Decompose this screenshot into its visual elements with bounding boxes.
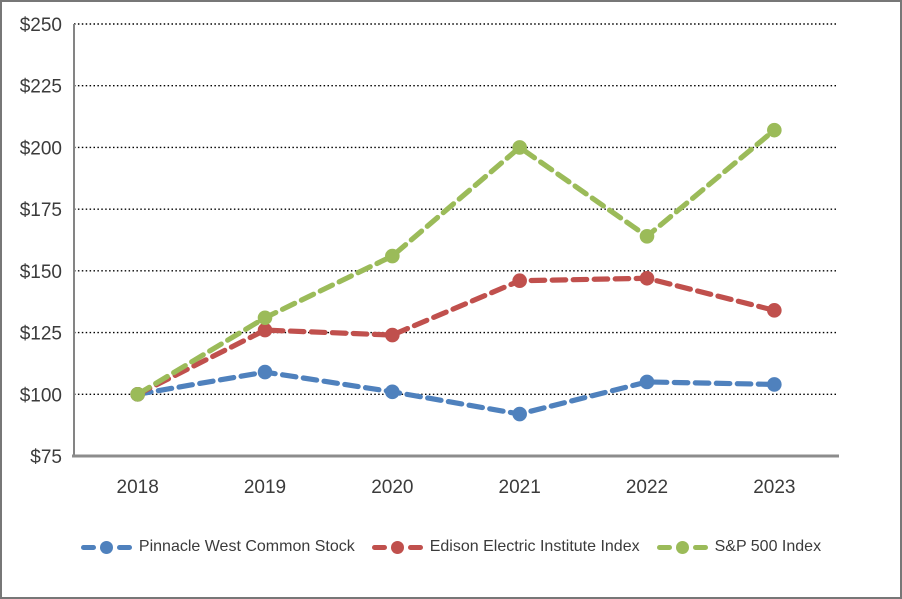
y-tick-label: $225 — [20, 77, 62, 98]
legend-label: S&P 500 Index — [714, 538, 822, 555]
x-tick-label: 2021 — [499, 477, 541, 498]
series-line-2 — [135, 127, 777, 397]
y-tick-label: $100 — [20, 385, 62, 406]
y-tick-label: $75 — [30, 447, 62, 468]
data-point-marker — [385, 248, 400, 264]
x-tick-label: 2018 — [117, 477, 159, 498]
legend-item: Edison Electric Institute Index — [371, 538, 640, 556]
legend-marker-icon — [371, 540, 423, 554]
data-point-marker — [385, 384, 400, 400]
data-point-marker — [512, 273, 527, 289]
data-point-marker — [767, 303, 782, 318]
data-point-marker — [512, 140, 527, 155]
series-line-1 — [135, 275, 777, 397]
legend-item: Pinnacle West Common Stock — [80, 538, 355, 556]
y-tick-label: $250 — [20, 15, 62, 36]
data-point-marker — [767, 122, 782, 138]
data-point-marker — [130, 386, 145, 402]
legend-label: Edison Electric Institute Index — [429, 538, 640, 555]
chart-legend: Pinnacle West Common Stock Edison Electri… — [2, 538, 900, 556]
legend-item: S&P 500 Index — [656, 538, 822, 556]
legend-marker-icon — [656, 540, 708, 554]
y-tick-label: $150 — [20, 262, 62, 283]
y-tick-label: $125 — [20, 324, 62, 345]
legend-marker-icon — [80, 540, 132, 554]
data-point-marker — [257, 322, 273, 338]
x-tick-label: 2020 — [371, 477, 413, 498]
x-tick-label: 2022 — [626, 477, 668, 498]
legend-label: Pinnacle West Common Stock — [138, 538, 355, 555]
x-tick-label: 2023 — [753, 477, 795, 498]
data-point-marker — [257, 310, 273, 326]
data-point-marker — [512, 406, 527, 422]
data-point-marker — [257, 364, 273, 380]
y-tick-label: $175 — [20, 200, 62, 221]
data-point-marker — [767, 377, 782, 392]
y-tick-label: $200 — [20, 138, 62, 159]
data-point-marker — [639, 270, 655, 286]
data-point-marker — [385, 327, 400, 343]
data-point-marker — [639, 228, 655, 244]
data-point-marker — [639, 374, 655, 390]
series-line-0 — [135, 369, 777, 417]
x-tick-label: 2019 — [244, 477, 286, 498]
